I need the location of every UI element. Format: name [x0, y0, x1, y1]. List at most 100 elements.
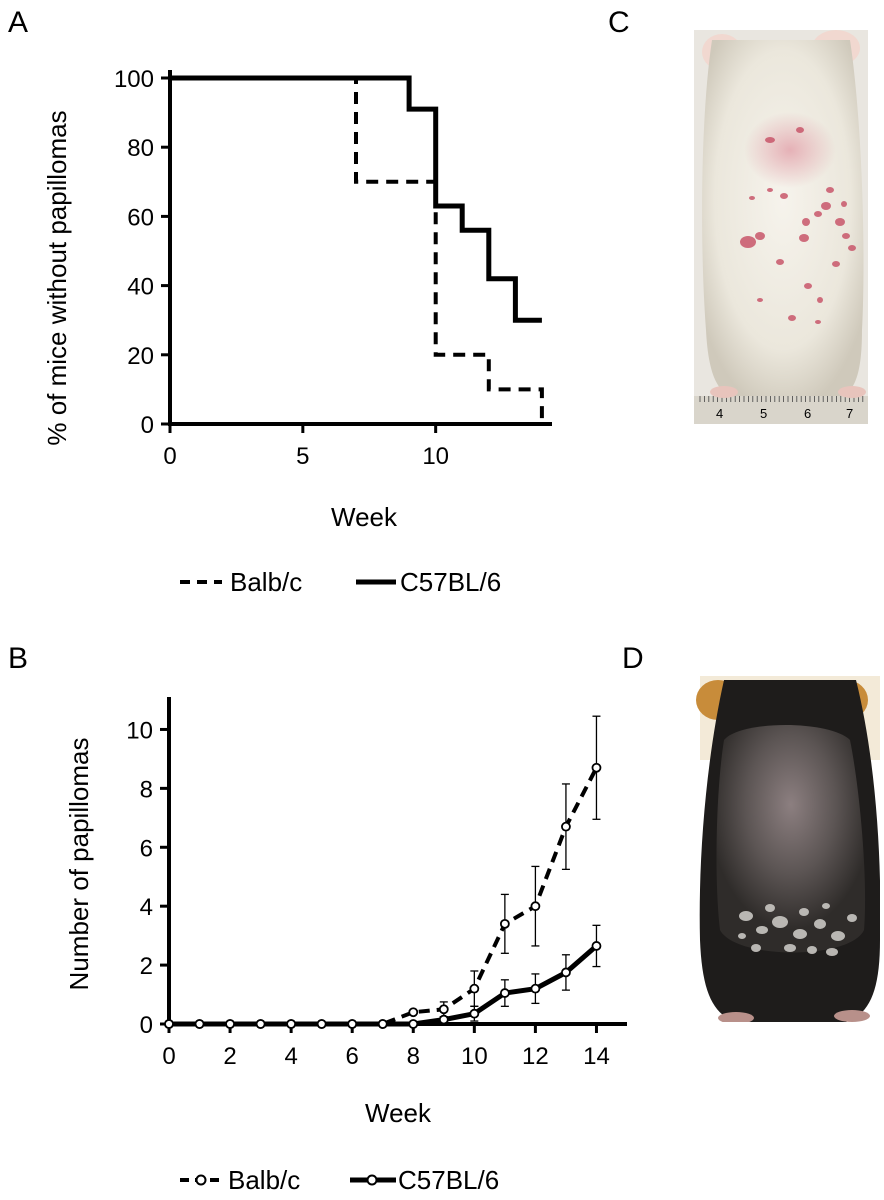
chart-b-point-c57bl-6: [591, 941, 602, 951]
legend-b-c57-label: C57BL/6: [398, 1165, 499, 1195]
chart-b-point-c57bl-6: [255, 1019, 266, 1029]
chart-b: Number of papillomas Week 0 2 4 6 8 10 12 14 0 2 4…: [64, 697, 627, 1128]
chart-b-point-balb-c: [408, 1007, 419, 1018]
chart-a-series-balb-c: [170, 76, 544, 424]
chart-a-ylabel: % of mice without papillomas: [42, 110, 72, 445]
chart-b-ytick-label: 6: [140, 835, 153, 862]
papilloma-spot: [796, 127, 804, 133]
chart-a-ytick-label: 40: [127, 274, 154, 301]
chart-b-ytick-label: 10: [126, 717, 153, 744]
papilloma-spot: [776, 259, 784, 265]
chart-a-xtick-label: 5: [296, 443, 309, 470]
papilloma-spot: [802, 218, 810, 226]
panel-label-a: A: [8, 6, 28, 39]
chart-b-xtick-label: 4: [284, 1043, 297, 1070]
chart-b-xlabel: Week: [365, 1098, 432, 1128]
photo-c-skin-patch: [744, 112, 836, 188]
chart-a-ytick-label: 0: [141, 412, 154, 439]
photo-d-papillomas: [738, 903, 857, 956]
papilloma-spot: [799, 234, 809, 242]
papilloma-spot: [826, 948, 838, 956]
legend-a-balbc-label: Balb/c: [230, 567, 302, 597]
papilloma-spot: [804, 283, 812, 289]
chart-b-xtick-label: 12: [522, 1043, 549, 1070]
panel-label-b: B: [8, 642, 28, 675]
photo-d-shaved-skin: [716, 725, 866, 953]
chart-b-xtick-label: 2: [223, 1043, 236, 1070]
chart-b-xtick-label: 10: [461, 1043, 488, 1070]
papilloma-spot: [822, 903, 830, 909]
photo-c-ruler: [694, 396, 868, 424]
chart-b-point-c57bl-6: [408, 1019, 419, 1029]
chart-b-point-c57bl-6: [164, 1019, 174, 1029]
photo-c-right-foot: [838, 386, 866, 398]
chart-b-point-c57bl-6: [194, 1019, 205, 1029]
chart-b-ytick-label: 8: [140, 776, 153, 803]
chart-b-point-c57bl-6: [438, 1014, 449, 1025]
photo-white-mouse: 4 5 6 7: [694, 30, 868, 424]
chart-b-ytick-label: 0: [140, 1012, 153, 1039]
papilloma-spot: [815, 320, 821, 324]
chart-b-point-balb-c: [438, 1004, 449, 1015]
chart-b-point-c57bl-6: [377, 1019, 388, 1029]
chart-b-xtick-label: 0: [162, 1043, 175, 1070]
papilloma-spot: [755, 232, 765, 240]
legend-b-balbc-label: Balb/c: [228, 1165, 300, 1195]
chart-a-ytick-label: 100: [114, 66, 154, 93]
chart-b-point-c57bl-6: [561, 967, 571, 978]
papilloma-spot: [756, 926, 768, 934]
papilloma-spot: [749, 196, 755, 200]
chart-b-point-c57bl-6: [469, 1008, 480, 1019]
chart-b-point-c57bl-6: [225, 1019, 235, 1029]
chart-b-point-c57bl-6: [316, 1019, 327, 1029]
chart-b-point-balb-c: [591, 762, 602, 773]
ruler-number-6: 6: [804, 406, 811, 421]
papilloma-spot: [765, 904, 775, 912]
chart-a-xlabel: Week: [331, 502, 398, 532]
chart-b-xtick-label: 14: [583, 1043, 610, 1070]
papilloma-spot: [831, 931, 845, 941]
chart-a-series-c57bl-6: [170, 75, 542, 323]
papilloma-spot: [757, 298, 763, 302]
papilloma-spot: [817, 297, 823, 303]
papilloma-spot: [847, 914, 857, 922]
legend-a-c57-label: C57BL/6: [400, 567, 501, 597]
papilloma-spot: [751, 944, 761, 952]
legend-b-balbc-marker: [195, 1174, 207, 1186]
papilloma-spot: [835, 218, 845, 226]
papilloma-spot: [842, 233, 850, 239]
papilloma-spot: [740, 236, 756, 248]
chart-b-xtick-label: 8: [407, 1043, 420, 1070]
chart-b-ytick-label: 2: [140, 953, 153, 980]
chart-b-point-c57bl-6: [530, 983, 541, 994]
papilloma-spot: [807, 946, 817, 954]
papilloma-spot: [793, 929, 807, 939]
papilloma-spot: [767, 188, 773, 192]
panel-label-d: D: [622, 642, 644, 675]
chart-a: % of mice without papillomas Week 0 5 1002…: [42, 66, 552, 532]
papilloma-spot: [780, 193, 788, 199]
chart-b-point-c57bl-6: [347, 1019, 358, 1029]
papilloma-spot: [772, 916, 788, 928]
photo-c-left-foot: [710, 386, 738, 398]
chart-a-legend: Balb/c C57BL/6: [180, 567, 501, 597]
papilloma-spot: [784, 944, 796, 952]
chart-b-xtick-label: 6: [346, 1043, 359, 1070]
chart-b-point-c57bl-6: [286, 1019, 297, 1029]
photo-c-body: [702, 40, 864, 396]
chart-b-point-c57bl-6: [499, 988, 510, 998]
chart-b-point-balb-c: [499, 918, 510, 929]
papilloma-spot: [832, 261, 840, 267]
papilloma-spot: [821, 202, 831, 210]
photo-d-left-foot: [718, 1012, 754, 1022]
panel-label-c: C: [608, 6, 630, 39]
papilloma-spot: [788, 315, 796, 321]
papilloma-spot: [848, 245, 856, 251]
chart-a-ytick-label: 60: [127, 204, 154, 231]
chart-a-xtick-label: 0: [163, 443, 176, 470]
chart-b-ylabel: Number of papillomas: [64, 738, 94, 991]
photo-d-right-foot: [834, 1010, 870, 1022]
legend-b-c57-marker: [366, 1174, 378, 1186]
chart-b-point-balb-c: [530, 901, 541, 912]
